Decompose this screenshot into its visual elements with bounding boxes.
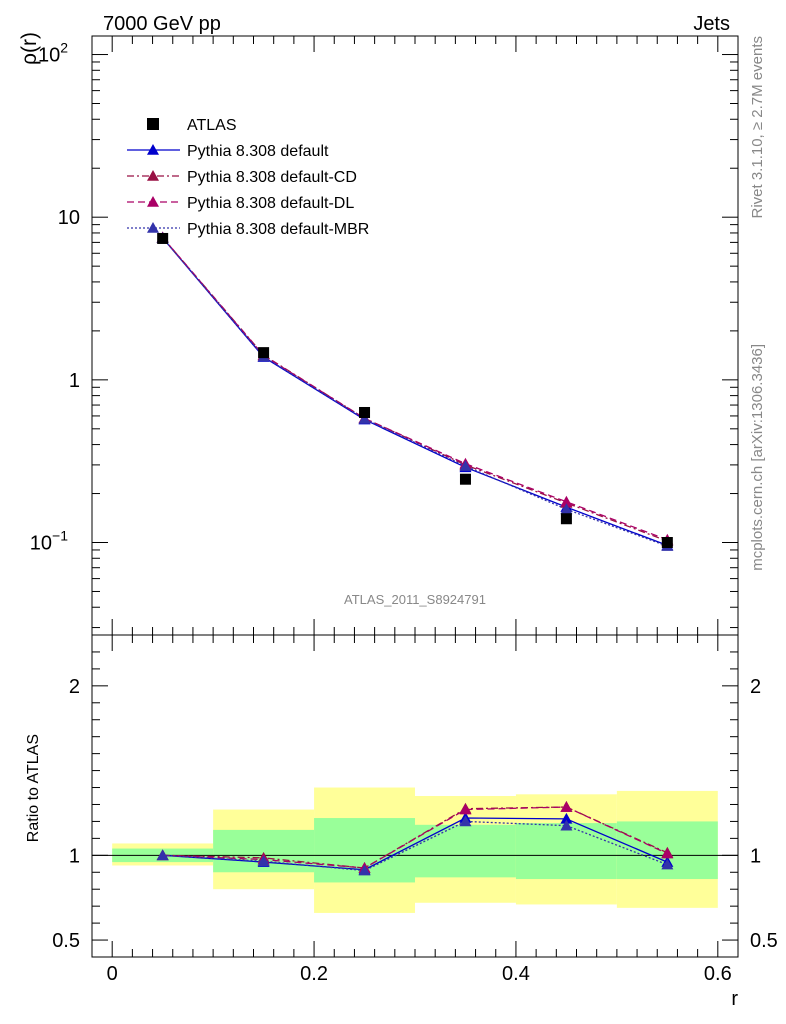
x-tick-label: 0.2 [300,963,328,985]
ratio-series-layer [156,801,674,876]
ratio-series-point [358,864,371,876]
main-series-line [162,237,668,547]
legend-entry-label: Pythia 8.308 default-MBR [187,221,369,238]
main-y-axis-label: ρ(r) [18,32,41,65]
atlas-data-point [157,232,169,244]
legend-entry-label: ATLAS [187,117,237,134]
atlas-data-point [459,473,471,485]
legend: ATLAS Pythia 8.308 default Pythia 8.308 de… [127,117,369,238]
ratio-series-point [661,858,674,870]
header-right-label: Jets [693,13,730,35]
tick-base: 10 [38,45,60,67]
atlas-data-point [560,513,572,525]
atlas-data-point [258,347,270,359]
ratio-y-tick-label-right: 2 [750,676,761,698]
main-series-point [560,503,573,515]
ratio-series-point [560,812,573,824]
atlas-data-point [359,406,371,418]
rivet-version-label: Rivet 3.1.10, ≥ 2.7M events [749,36,766,219]
atlas-data-point [661,537,673,549]
analysis-watermark: ATLAS_2011_S8924791 [344,592,486,607]
header-left-label: 7000 GeV pp [103,13,221,35]
main-y-tick-label: 102 [38,40,68,67]
x-tick-label: 0 [107,963,118,985]
ratio-y-tick-label-left: 1 [69,845,80,867]
mcplots-label: mcplots.cern.ch [arXiv:1306.3436] [749,344,766,571]
main-series-line [162,237,668,542]
ratio-series-line [162,806,668,869]
ratio-series-line [162,820,668,872]
ratio-series-point [560,819,573,831]
main-series-point [358,412,371,424]
ratio-y-tick-label-right: 1 [750,845,761,867]
ratio-series-point [156,849,169,861]
ratio-y-tick-label-left: 2 [69,676,80,698]
ratio-series-point [459,815,472,827]
legend-marker-triangle [147,144,159,155]
tick-exponent: 2 [60,40,68,56]
stat-uncertainty-band [415,824,516,878]
ratio-series-point [257,855,270,867]
ratio-y-axis-label: Ratio to ATLAS [25,734,42,842]
ratio-series-point [661,847,674,859]
main-y-tick-label: 10−1 [30,528,68,555]
legend-marker-atlas [147,118,159,130]
ratio-uncertainty-bands [112,787,718,913]
main-series-layer [156,231,674,551]
main-series-point [560,495,573,507]
legend-marker-triangle [147,196,159,207]
legend-entry-label: Pythia 8.308 default-CD [187,169,357,186]
ratio-plot: 0.5 0.5 1 1 2 2 0 0.2 0.4 0.6 [52,634,778,985]
legend-marker-triangle [147,222,159,233]
main-series-line [162,237,668,541]
main-y-tick-label: 10 [58,207,80,229]
ratio-y-tick-label-right: 0.5 [750,930,778,952]
ratio-series-line [162,817,668,871]
ratio-series-point [459,803,472,815]
legend-marker-triangle [147,170,159,181]
legend-entry-label: Pythia 8.308 default [187,143,329,160]
main-series-point [459,460,472,471]
x-tick-label: 0.6 [704,963,732,985]
main-y-tick-label: 1 [69,370,80,392]
tick-exponent: −1 [52,528,68,544]
stat-uncertainty-band [515,823,617,880]
x-axis-label: r [731,988,738,1010]
main-series-line [162,237,668,546]
ratio-series-point [560,801,573,812]
tick-base: 10 [30,533,52,555]
legend-entry-label: Pythia 8.308 default-DL [187,195,354,212]
ratio-y-tick-label-left: 0.5 [52,930,80,952]
x-tick-label: 0.4 [502,963,530,985]
